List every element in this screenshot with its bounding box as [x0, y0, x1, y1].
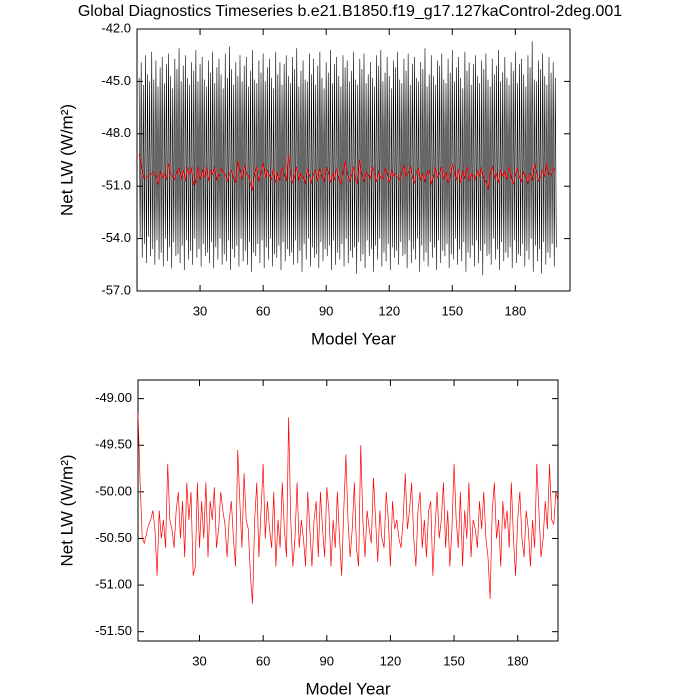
x-axis-label: Model Year	[311, 329, 396, 348]
annual-mean-overlay	[138, 153, 556, 192]
y-tick-label: -54.0	[101, 230, 131, 245]
x-tick-label: 60	[256, 653, 270, 668]
y-tick-label: -45.0	[101, 73, 131, 88]
x-tick-label: 150	[441, 303, 463, 318]
y-tick-label: -42.0	[101, 20, 131, 35]
x-tick-label: 90	[320, 653, 334, 668]
plot-frame	[136, 28, 571, 292]
plot-frame	[137, 379, 559, 642]
y-tick-label: -51.50	[95, 623, 132, 638]
y-tick-label: -51.00	[95, 577, 132, 592]
x-tick-label: 120	[380, 653, 402, 668]
x-tick-label: 180	[507, 653, 529, 668]
x-tick-label: 150	[443, 653, 465, 668]
y-tick-label: -51.0	[101, 178, 131, 193]
y-tick-label: -57.0	[101, 282, 131, 297]
y-tick-label: -48.0	[101, 125, 131, 140]
y-axis-label: Net LW (W/m²)	[57, 104, 76, 216]
y-tick-label: -49.50	[95, 437, 132, 452]
x-tick-label: 120	[378, 303, 400, 318]
x-tick-label: 30	[192, 653, 206, 668]
y-tick-label: -50.50	[95, 530, 132, 545]
chart-title: Global Diagnostics Timeseries b.e21.B185…	[78, 3, 622, 20]
x-tick-label: 30	[193, 303, 207, 318]
series-line	[138, 41, 557, 276]
y-axis-label: Net LW (W/m²)	[57, 454, 76, 566]
y-tick-label: -50.00	[95, 483, 132, 498]
y-tick-label: -49.00	[95, 390, 132, 405]
x-tick-label: 180	[504, 303, 526, 318]
x-axis-label: Model Year	[305, 679, 390, 698]
series-line	[137, 412, 559, 604]
x-tick-label: 90	[319, 303, 333, 318]
x-tick-label: 60	[256, 303, 270, 318]
